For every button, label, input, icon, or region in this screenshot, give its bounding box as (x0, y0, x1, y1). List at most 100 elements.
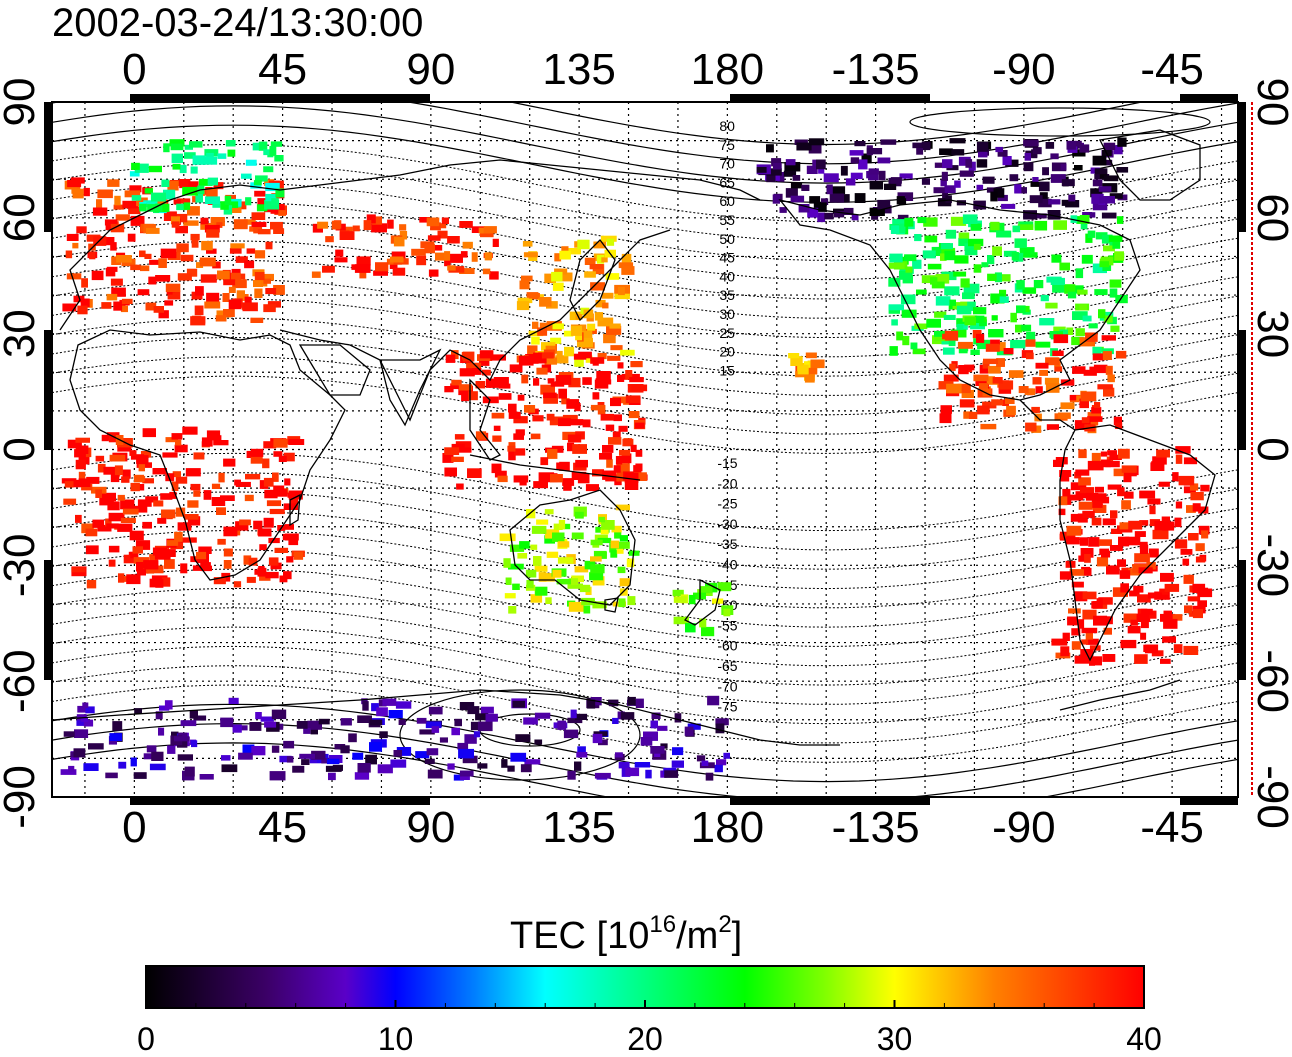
tec-cell (990, 191, 998, 202)
tec-cell (149, 763, 166, 771)
tec-cell (573, 353, 587, 360)
tec-cell (1091, 517, 1102, 526)
tec-cell (174, 736, 190, 742)
tec-cell (840, 165, 848, 176)
tec-cell (242, 744, 255, 755)
contour-line (52, 530, 1238, 609)
tec-cell (650, 746, 665, 754)
tec-cell (582, 419, 591, 428)
tec-cell (101, 302, 112, 309)
tec-cell (940, 243, 953, 250)
lat-tick-label: 30 (0, 309, 44, 358)
tec-cell (600, 528, 609, 535)
tec-cell (715, 718, 729, 726)
tec-cell (68, 765, 75, 772)
tec-cell (717, 582, 732, 592)
tec-cell (1081, 417, 1090, 424)
tec-cell (980, 423, 997, 430)
tec-cell (664, 770, 679, 778)
tec-cell (1160, 572, 1174, 582)
tec-cell (171, 731, 179, 738)
tec-cell (1059, 262, 1070, 271)
tec-cell (1121, 465, 1137, 473)
tec-cell (393, 237, 405, 247)
tec-cell (766, 173, 776, 183)
tec-cell (629, 377, 644, 383)
tec-cell (517, 394, 525, 401)
tec-cell (1075, 491, 1092, 499)
tec-cell (1050, 174, 1066, 183)
tec-cell (153, 306, 164, 313)
tec-cell (357, 715, 372, 723)
tec-cell (939, 413, 952, 424)
tec-cell (263, 477, 274, 487)
tec-cell (1105, 365, 1113, 375)
tec-cell (1164, 583, 1180, 592)
tec-cell (952, 302, 961, 310)
tec-cell (1102, 351, 1112, 360)
tec-cell (518, 356, 534, 366)
tec-cell (276, 723, 284, 730)
lon-tick-label: -90 (992, 803, 1056, 852)
tec-cell (427, 769, 443, 779)
tec-cell (493, 377, 509, 385)
tec-cell (1059, 470, 1072, 477)
tec-cell (577, 239, 590, 250)
tec-cell (705, 772, 714, 781)
tec-cell (61, 478, 77, 484)
tec-cell (546, 551, 559, 558)
tec-cell (177, 522, 192, 531)
tec-cell (160, 493, 173, 500)
tec-cell (568, 578, 578, 585)
tec-cell (527, 345, 538, 355)
tec-cell (1067, 291, 1077, 299)
tec-cell (224, 195, 232, 205)
tec-cell (176, 203, 189, 211)
tec-cell (1023, 162, 1034, 172)
tec-cell (1024, 388, 1036, 395)
tec-cell (965, 159, 973, 168)
tec-cell (587, 699, 596, 709)
tec-cell (982, 176, 995, 184)
tec-cell (133, 474, 145, 483)
tec-cell (999, 342, 1006, 352)
tec-cell (63, 731, 75, 737)
tec-cell (940, 179, 947, 187)
tec-cell (635, 463, 643, 472)
tec-cell (619, 449, 631, 456)
tec-cell (444, 257, 451, 267)
tec-cell (635, 449, 643, 457)
tec-cell (804, 374, 815, 383)
tec-cell (192, 155, 206, 165)
tec-cell (558, 541, 570, 548)
tec-cell (1011, 252, 1019, 261)
contour-line (52, 665, 1238, 744)
tec-cell (1068, 608, 1081, 614)
tec-cell (244, 260, 255, 269)
tec-cell (268, 557, 279, 566)
tec-cell (426, 748, 439, 756)
tec-cell (1029, 195, 1043, 204)
tec-cell (999, 275, 1011, 281)
tec-cell (318, 718, 330, 725)
tec-cell (356, 256, 371, 266)
tec-cell (1099, 261, 1109, 268)
tec-cell (601, 257, 608, 263)
contour-line (52, 163, 1238, 242)
tec-cell (115, 214, 130, 221)
tec-cell (634, 422, 645, 429)
tec-cell (526, 580, 534, 589)
tec-cell (1180, 549, 1193, 555)
tec-cell (207, 435, 222, 441)
tec-cell (998, 380, 1014, 390)
tec-cell (538, 572, 547, 582)
tec-cell (956, 305, 972, 315)
tec-cell (1107, 450, 1118, 456)
tec-cell (419, 217, 431, 223)
tec-cell (1088, 537, 1100, 547)
tec-cell (111, 287, 126, 297)
tec-cell (902, 335, 910, 346)
tec-cell (1107, 484, 1122, 490)
tec-cell (1128, 520, 1143, 530)
tec-cell (186, 268, 198, 277)
